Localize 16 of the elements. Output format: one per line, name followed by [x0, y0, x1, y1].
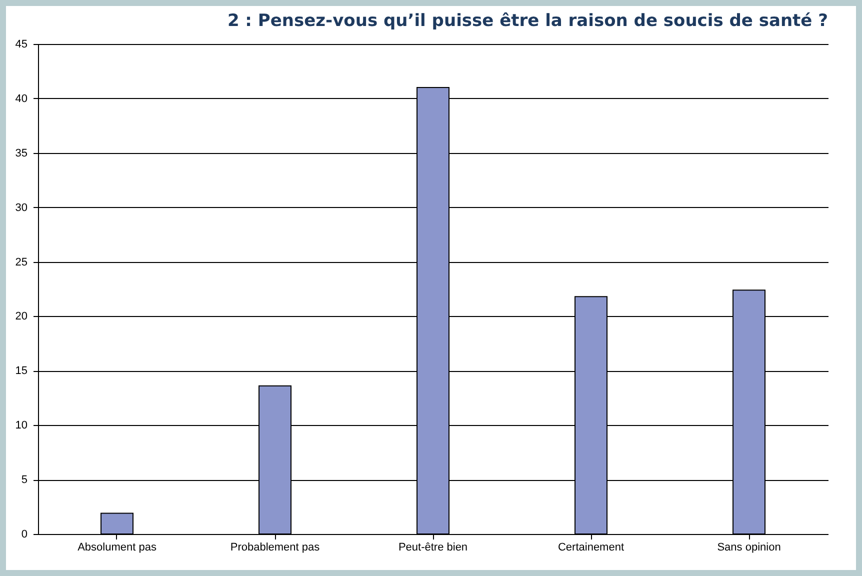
x-tick-label: Certainement: [558, 542, 624, 554]
y-tick-label: 25: [15, 256, 28, 268]
y-tick-label: 40: [15, 92, 28, 105]
y-tick-label: 35: [15, 147, 28, 160]
y-tick-label: 15: [15, 365, 28, 378]
y-tick-label: 20: [15, 310, 28, 323]
y-tick-label: 45: [15, 38, 28, 50]
y-tick-label: 5: [21, 474, 28, 486]
x-tick-label: Probablement pas: [230, 542, 320, 554]
y-tick-label: 0: [21, 528, 28, 540]
y-tick-label: 30: [15, 202, 28, 214]
x-tick-label: Sans opinion: [717, 542, 781, 554]
x-tick-label: Absolument pas: [78, 542, 157, 554]
x-tick-label: Peut-être bien: [398, 542, 468, 554]
y-tick-label: 10: [15, 420, 28, 432]
chart-title: 2 : Pensez-vous qu’il puisse être la raison de soucis de santé ?: [227, 11, 828, 31]
